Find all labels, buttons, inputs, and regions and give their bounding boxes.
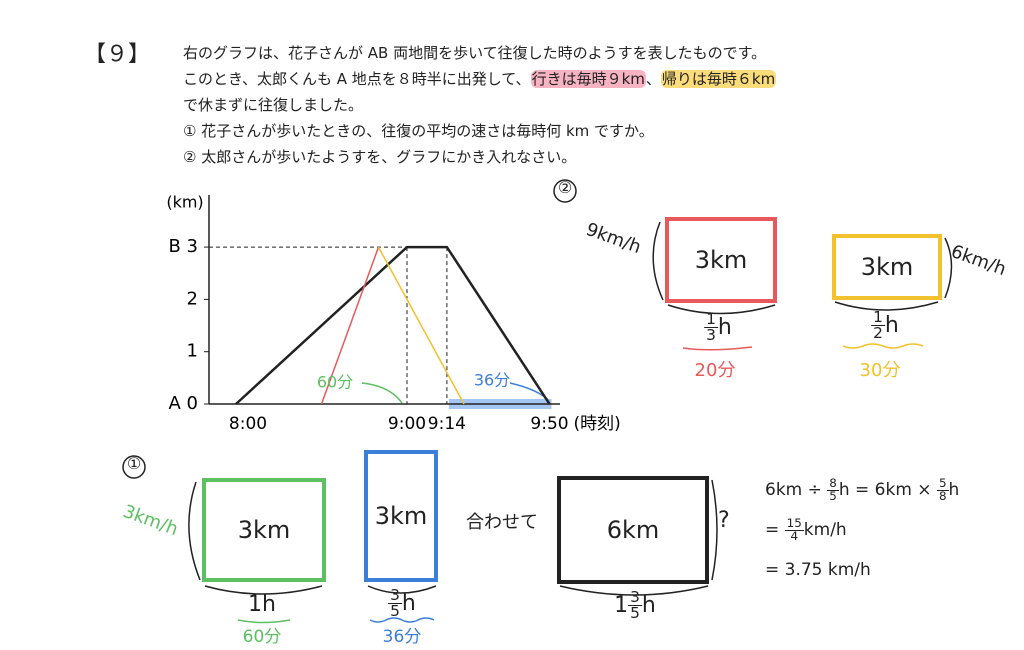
numerator: 3 xyxy=(388,586,402,605)
text: h xyxy=(401,590,416,616)
calc-line: = 15 4 km/h xyxy=(765,510,959,550)
numerator: 1 xyxy=(871,308,885,327)
text: h xyxy=(717,314,732,340)
distance: 3km xyxy=(694,246,748,274)
text: 1 xyxy=(614,592,629,618)
part-label: ② xyxy=(557,178,573,197)
problem-line: ② 太郎さんが歩いたようすを、グラフにかき入れなさい。 xyxy=(183,144,776,170)
series-line xyxy=(377,246,465,405)
text: 行きは毎時９km xyxy=(530,70,646,88)
text: h xyxy=(948,480,960,500)
problem-line: このとき、太郎くんも A 地点を８時半に出発して、行きは毎時９km、帰りは毎時６… xyxy=(183,66,777,92)
distance: 3km xyxy=(374,502,428,530)
numerator: 15 xyxy=(784,515,804,531)
back-box: 3km xyxy=(832,234,942,300)
fraction: 15 4 xyxy=(784,515,804,543)
series-line xyxy=(320,246,380,405)
text: h xyxy=(641,592,656,618)
brackets xyxy=(122,179,953,624)
problem-line: ① 花子さんが歩いたときの、往復の平均の速さは毎時何 km ですか。 xyxy=(183,118,776,144)
denominator: 8 xyxy=(938,488,947,503)
problem-number: 【９】 xyxy=(84,42,151,67)
problem-text: 右のグラフは、花子さんが AB 両地間を歩いて往復した時のようすを表したものです… xyxy=(183,40,777,170)
denominator: 2 xyxy=(873,324,883,343)
text: km/h xyxy=(803,520,847,540)
x-tick-label: 8:00 xyxy=(229,414,267,434)
minutes: 60分 xyxy=(242,627,282,647)
numerator: 3 xyxy=(628,588,642,607)
question-mark: ? xyxy=(718,508,730,533)
denominator: 5 xyxy=(829,488,837,503)
text: 1h xyxy=(248,592,276,617)
text: = xyxy=(765,520,785,540)
denominator: 3 xyxy=(706,326,716,345)
numerator: 1 xyxy=(704,310,718,329)
minutes: 30分 xyxy=(859,360,901,381)
denominator: 5 xyxy=(630,604,640,623)
y-axis-label: (km) xyxy=(166,193,203,212)
x-tick-label: 9:00 xyxy=(388,414,426,434)
text: 帰りは毎時６km xyxy=(660,70,777,88)
distance: 3km xyxy=(860,253,914,281)
problem-line: 右のグラフは、花子さんが AB 両地間を歩いて往復した時のようすを表したものです… xyxy=(183,40,776,66)
x-axis-label: (時刻) xyxy=(574,414,621,434)
x-tick-label: 9:50 xyxy=(530,414,568,434)
denominator: 5 xyxy=(390,602,400,621)
calc-line: = 3.75 km/h xyxy=(765,550,959,590)
annotation: 36分 xyxy=(474,371,510,390)
series-line xyxy=(235,245,551,405)
y-tick-label: 1 xyxy=(187,341,198,362)
text: 右のグラフは、花子さんが AB 両地間を歩いて往復した時のようすを表したものです… xyxy=(183,44,767,62)
back-box: 3km xyxy=(364,450,438,582)
y-tick-label: A 0 xyxy=(169,393,199,414)
distance: 3km xyxy=(237,516,291,544)
total-box: 6km xyxy=(557,476,709,584)
part-label: ① xyxy=(126,454,142,473)
minutes: 20分 xyxy=(694,360,736,381)
y-tick-label: B 3 xyxy=(168,236,198,257)
text: このとき、太郎くんも A 地点を８時半に出発して、 xyxy=(183,70,531,88)
go-box: 3km xyxy=(665,217,777,303)
denominator: 4 xyxy=(790,528,799,543)
problem-line: で休まずに往復しました。 xyxy=(183,92,776,118)
minutes: 36分 xyxy=(382,627,422,647)
text: ① 花子さんが歩いたときの、往復の平均の速さは毎時何 km ですか。 xyxy=(183,122,654,140)
text: h xyxy=(884,312,899,338)
combined-label: 合わせて xyxy=(466,512,538,533)
y-tick-label: 2 xyxy=(187,288,198,309)
text: ② 太郎さんが歩いたようすを、グラフにかき入れなさい。 xyxy=(183,148,577,166)
numerator: 5 xyxy=(936,475,949,491)
text: = 3.75 km/h xyxy=(765,560,871,580)
text: 6km ÷ xyxy=(765,480,828,500)
time: 1h xyxy=(248,592,276,617)
annotation: 60分 xyxy=(317,373,353,392)
distance: 6km xyxy=(606,516,660,544)
x-tick-label: 9:14 xyxy=(428,414,466,434)
numerator: 8 xyxy=(827,475,839,491)
text: で休まずに往復しました。 xyxy=(183,96,364,114)
go-box: 3km xyxy=(202,478,326,582)
text: 、 xyxy=(645,70,661,88)
text: h = 6km × xyxy=(838,480,937,500)
